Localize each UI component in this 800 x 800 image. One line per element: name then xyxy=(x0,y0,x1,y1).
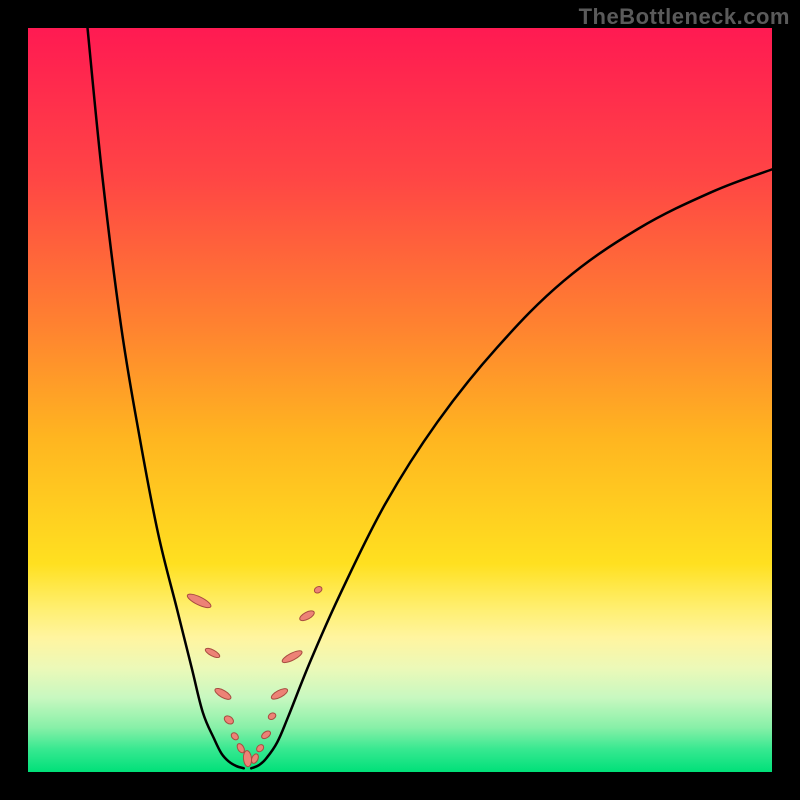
chart-container: TheBottleneck.com xyxy=(0,0,800,800)
watermark-text: TheBottleneck.com xyxy=(579,4,790,30)
plot-background xyxy=(28,28,772,772)
bottleneck-chart xyxy=(0,0,800,800)
